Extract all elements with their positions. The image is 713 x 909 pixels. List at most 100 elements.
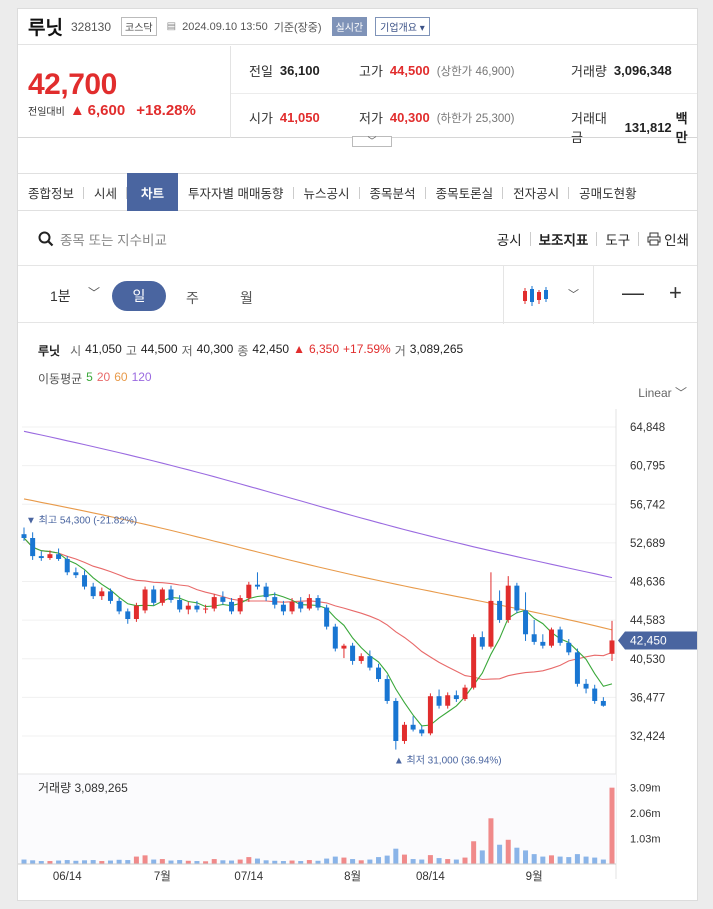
- volume-bar: [350, 859, 356, 864]
- disclosure-button[interactable]: 공시: [496, 233, 522, 248]
- expand-toggle-button[interactable]: ﹀: [352, 136, 392, 147]
- candle-body: [462, 687, 468, 700]
- up-triangle-icon: ▲: [69, 102, 85, 119]
- candle-body: [82, 575, 88, 587]
- candle-body: [332, 626, 338, 649]
- price-chart[interactable]: 64,848 60,795 56,742 52,689 48,636 44,583 40,5…: [18, 409, 698, 889]
- volume-bar: [220, 860, 226, 864]
- ma-period-20: 20: [96, 370, 111, 384]
- volume-bar: [436, 858, 442, 864]
- candle-body: [393, 700, 399, 741]
- tab-6[interactable]: 종목토론실: [426, 173, 504, 211]
- tab-7[interactable]: 전자공시: [503, 173, 570, 211]
- period-month-button[interactable]: 월: [240, 290, 253, 306]
- volume-bar: [185, 860, 191, 864]
- ma-period-120: 120: [131, 370, 152, 384]
- y-tick-label: 44,583: [630, 615, 665, 627]
- candle-body: [133, 605, 139, 620]
- candle-body: [73, 572, 79, 576]
- x-tick-label: 9월: [526, 870, 543, 883]
- tab-8[interactable]: 공매도현황: [579, 186, 637, 201]
- volume-tick-label: 2.06m: [630, 808, 661, 820]
- tab-2[interactable]: 차트: [127, 173, 179, 211]
- candle-body: [471, 637, 477, 688]
- printer-icon: [647, 232, 661, 246]
- candle-body: [289, 601, 295, 612]
- volume-bar: [523, 850, 529, 864]
- ma-label: 이동평균: [38, 372, 83, 386]
- tab-1[interactable]: 시세: [84, 173, 128, 211]
- volume-bar: [557, 856, 563, 864]
- compare-search[interactable]: 종목 또는 지수비교: [38, 229, 167, 249]
- chart-type-select[interactable]: ﹀: [503, 266, 594, 324]
- volume-bar: [341, 857, 347, 864]
- indicator-button[interactable]: 보조지표: [538, 233, 589, 248]
- y-tick-label: 40,530: [630, 654, 665, 666]
- price-change: 전일대비 ▲ 6,600 +18.28%: [28, 102, 196, 119]
- toolbar-actions: 공시 보조지표 도구 인쇄: [497, 217, 689, 261]
- candle-body: [90, 586, 96, 597]
- candle-body: [350, 645, 356, 661]
- candle-body: [315, 598, 321, 608]
- volume-bar: [609, 787, 615, 864]
- candle-body: [540, 641, 546, 646]
- candle-body: [246, 584, 252, 599]
- candle-body: [583, 683, 589, 689]
- candlestick-icon: [523, 286, 548, 306]
- chevron-down-icon: ▾: [419, 23, 425, 34]
- candle-body: [38, 556, 44, 559]
- quote-grid: 전일 36,100 고가 44,500 (상한가 46,900) 거래량 3,096,…: [231, 46, 697, 145]
- candle-body: [514, 585, 520, 611]
- candle-body: [177, 599, 183, 610]
- scale-mode-select[interactable]: Linear ﹀: [638, 386, 687, 400]
- main-tabs: 종합정보 시세 차트 투자자별 매매동향 뉴스공시 종목분석 종목토론실 전자공시 공매도현황: [18, 173, 697, 211]
- volume-bar: [56, 860, 62, 864]
- x-tick-label: 06/14: [53, 871, 82, 883]
- chevron-down-icon[interactable]: ﹀: [88, 286, 101, 300]
- candle-body: [203, 608, 209, 610]
- volume-bar: [289, 860, 295, 864]
- volume-bar: [592, 857, 598, 864]
- volume-bar: [246, 857, 252, 864]
- divider: [529, 232, 531, 246]
- period-day-button[interactable]: 일: [112, 281, 166, 311]
- candle-body: [298, 601, 304, 609]
- candle-body: [548, 629, 554, 646]
- readout-close: 42,450: [252, 342, 290, 356]
- print-button[interactable]: 인쇄: [647, 229, 689, 249]
- zoom-in-button[interactable]: +: [669, 280, 682, 305]
- readout-name: 루닛: [38, 344, 61, 358]
- high-cell: 고가 44,500 (상한가 46,900): [359, 63, 515, 79]
- readout-high: 44,500: [140, 342, 178, 356]
- volume-bar: [159, 859, 165, 864]
- candle-body: [21, 534, 27, 539]
- candle-body: [220, 597, 226, 602]
- readout-change: 6,350: [308, 342, 340, 356]
- tab-5[interactable]: 종목분석: [360, 173, 426, 211]
- candle-body: [211, 597, 217, 609]
- volume-bar: [505, 839, 511, 864]
- chevron-down-icon: ﹀: [367, 136, 377, 146]
- candle-body: [237, 598, 243, 612]
- tab-0[interactable]: 종합정보: [18, 173, 85, 211]
- ma-legend[interactable]: 이동평균 5 20 60 120: [38, 370, 152, 387]
- volume-bar: [64, 860, 70, 864]
- realtime-badge[interactable]: 실시간: [331, 17, 368, 36]
- candle-body: [401, 724, 407, 741]
- tab-3[interactable]: 투자자별 매매동향: [178, 173, 295, 211]
- minute-period-select[interactable]: 1분: [50, 288, 71, 304]
- tab-4[interactable]: 뉴스공시: [294, 173, 360, 211]
- candle-body: [592, 688, 598, 701]
- zoom-out-button[interactable]: —: [622, 280, 644, 305]
- volume-bar: [38, 861, 44, 864]
- amount-cell: 거래대금 131,812 백만: [571, 111, 688, 145]
- tools-button[interactable]: 도구: [605, 233, 631, 248]
- up-triangle-icon: ▲: [293, 342, 305, 356]
- corp-info-dropdown[interactable]: 기업개요 ▾: [375, 17, 430, 36]
- period-week-button[interactable]: 주: [186, 290, 199, 306]
- candle-body: [436, 696, 442, 706]
- volume-bar: [358, 860, 364, 864]
- search-placeholder: 종목 또는 지수비교: [60, 233, 167, 248]
- volume-bar: [272, 860, 278, 864]
- candle-body: [56, 554, 62, 559]
